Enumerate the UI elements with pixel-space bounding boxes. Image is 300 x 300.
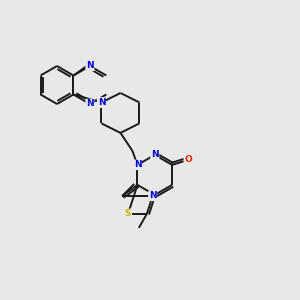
Text: N: N <box>86 61 94 70</box>
Text: O: O <box>184 155 192 164</box>
Text: N: N <box>149 191 157 200</box>
Text: N: N <box>98 98 105 107</box>
Text: N: N <box>98 98 105 107</box>
Text: N: N <box>86 100 94 109</box>
Text: S: S <box>125 209 131 218</box>
Text: N: N <box>134 160 141 169</box>
Text: N: N <box>151 150 159 159</box>
